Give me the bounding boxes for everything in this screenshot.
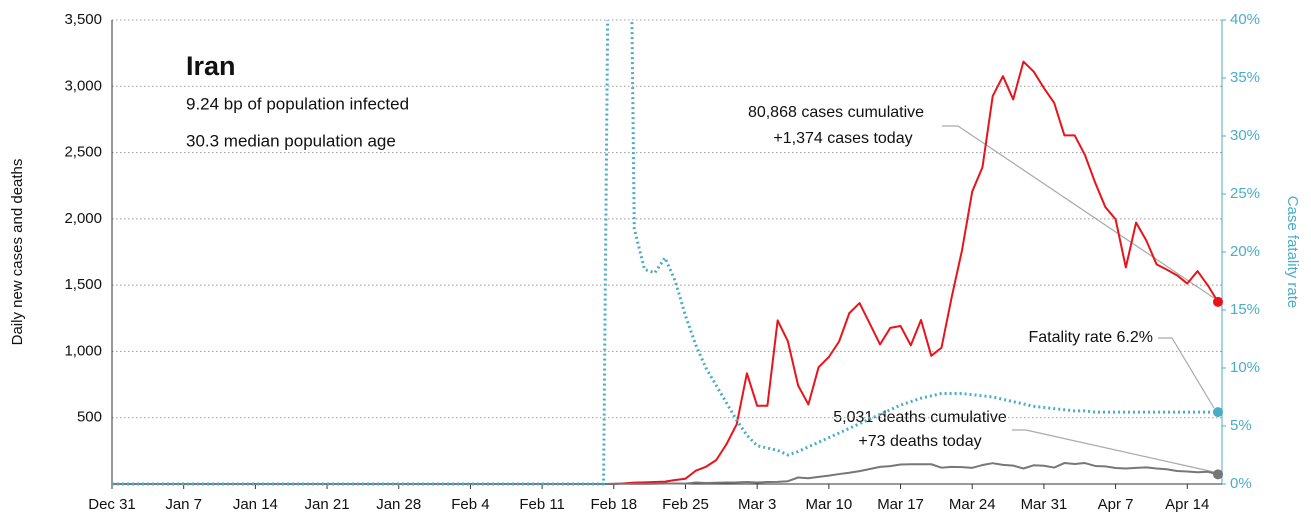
y-tick-label: 500 [77,409,102,426]
x-tick-label: Jan 7 [165,496,202,513]
annotation: 80,868 cases cumulative [748,104,924,121]
y2-tick-label: 10% [1230,359,1260,376]
y2-tick-label: 30% [1230,127,1260,144]
y2-tick-label: 25% [1230,185,1260,202]
y2-axis-label: Case fatality rate [1284,196,1301,309]
x-tick-label: Feb 11 [519,496,565,513]
annotation: Fatality rate 6.2% [1029,329,1154,346]
annotation: +73 deaths today [858,433,981,450]
y2-tick-label: 35% [1230,69,1260,86]
chart-title: Iran [186,51,236,81]
x-tick-label: Mar 31 [1021,496,1068,513]
y2-tick-label: 0% [1230,475,1252,492]
x-tick-label: Feb 25 [662,496,709,513]
x-tick-label: Apr 14 [1165,496,1209,513]
x-tick-label: Mar 3 [738,496,776,513]
annotation: +1,374 cases today [773,130,912,147]
series-line [112,462,1219,485]
leader-line [1012,429,1215,473]
y-tick-label: 1,500 [64,276,102,293]
x-tick-label: Dec 31 [88,496,136,513]
leader-line [1158,337,1215,409]
y-tick-label: 2,500 [64,144,102,161]
x-tick-label: Jan 14 [233,496,278,513]
x-tick-label: Feb 4 [451,496,489,513]
subtitle: 30.3 median population age [186,131,396,150]
y2-tick-label: 20% [1230,243,1260,260]
end-marker [1213,469,1223,480]
subtitle: 9.24 bp of population infected [186,94,409,113]
y-tick-label: 1,000 [64,342,102,359]
series-line [112,20,1218,486]
plot-area [112,20,1219,486]
x-tick-label: Jan 21 [305,496,350,513]
x-tick-label: Feb 18 [590,496,637,513]
x-tick-label: Mar 10 [806,496,853,513]
x-tick-label: Jan 28 [376,496,421,513]
y-tick-label: 3,000 [64,77,102,94]
end-marker [1213,296,1223,307]
x-tick-label: Apr 7 [1098,496,1134,513]
series-line [112,60,1219,485]
end-marker [1213,407,1223,418]
x-tick-label: Mar 17 [877,496,924,513]
y2-tick-label: 40% [1230,11,1260,28]
leader-line [942,125,1215,299]
y2-tick-label: 5% [1230,417,1252,434]
y-tick-label: 2,000 [64,210,102,227]
y-axis-label: Daily new cases and deaths [9,159,26,346]
y-tick-label: 3,500 [64,11,102,28]
y2-tick-label: 15% [1230,301,1260,318]
x-tick-label: Mar 24 [949,496,996,513]
